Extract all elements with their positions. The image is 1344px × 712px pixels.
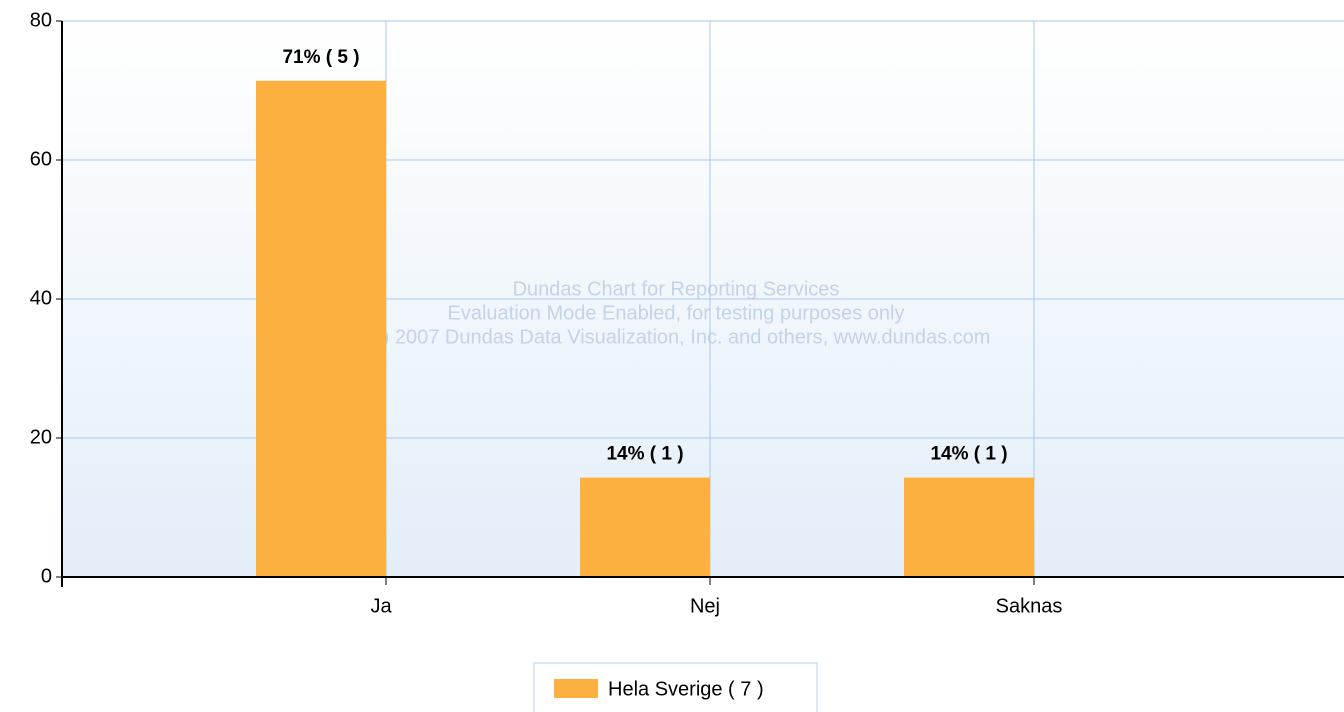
y-tick-label: 80 — [30, 9, 52, 31]
watermark: (C) 2007 Dundas Data Visualization, Inc.… — [362, 326, 991, 348]
watermark: Dundas Chart for Reporting Services — [513, 278, 840, 300]
bar — [256, 80, 386, 578]
legend-label: Hela Sverige ( 7 ) — [608, 678, 764, 700]
legend-swatch — [554, 679, 598, 698]
watermark: Evaluation Mode Enabled, for testing pur… — [448, 302, 905, 324]
bar — [904, 477, 1034, 577]
bar — [580, 477, 710, 577]
y-tick-label: 60 — [30, 148, 52, 170]
data-label: 14% ( 1 ) — [930, 444, 1007, 465]
y-tick-label: 20 — [30, 426, 52, 448]
data-label: 71% ( 5 ) — [282, 47, 359, 68]
x-tick-label: Ja — [370, 595, 392, 617]
y-tick-label: 0 — [41, 565, 52, 587]
x-tick-label: Saknas — [996, 595, 1063, 617]
data-label: 14% ( 1 ) — [606, 444, 683, 465]
y-tick-label: 40 — [30, 287, 52, 309]
x-tick-label: Nej — [690, 595, 720, 617]
